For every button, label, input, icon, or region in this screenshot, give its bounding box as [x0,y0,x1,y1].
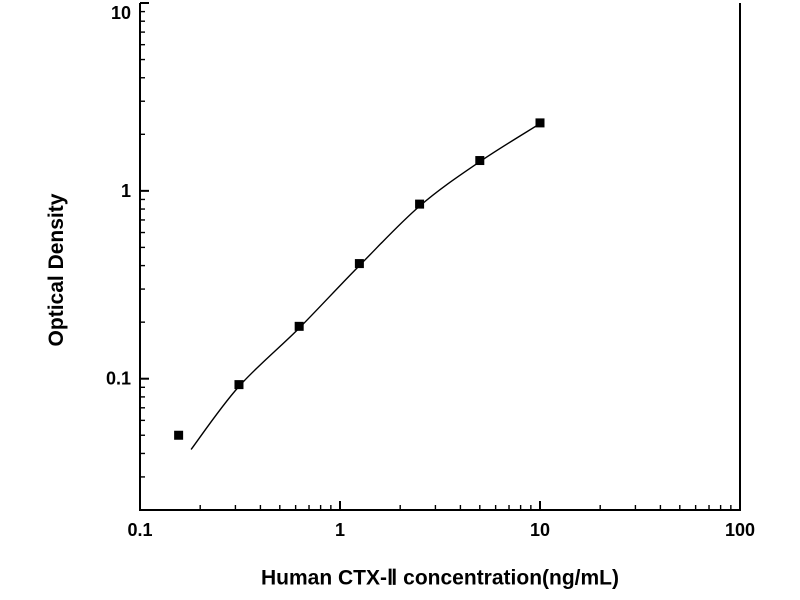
x-tick-label: 0.1 [127,520,152,540]
y-tick-label: 0.1 [106,369,131,389]
data-point-marker [234,380,244,390]
data-point-marker [535,118,545,128]
data-point-marker [294,321,304,331]
y-tick-label: 10 [111,3,131,23]
x-tick-label: 100 [725,520,755,540]
x-tick-label: 1 [335,520,345,540]
data-point-marker [475,156,485,166]
data-point-marker [415,199,425,209]
x-axis-title: Human CTX-Ⅱ concentration(ng/mL) [261,566,619,590]
y-tick-label: 1 [121,181,131,201]
x-tick-label: 10 [530,520,550,540]
fit-curve [190,123,541,450]
axis-frame [139,3,741,511]
data-point-marker [174,430,184,440]
y-axis-title: Optical Density [45,193,68,347]
data-point-marker [354,259,364,269]
